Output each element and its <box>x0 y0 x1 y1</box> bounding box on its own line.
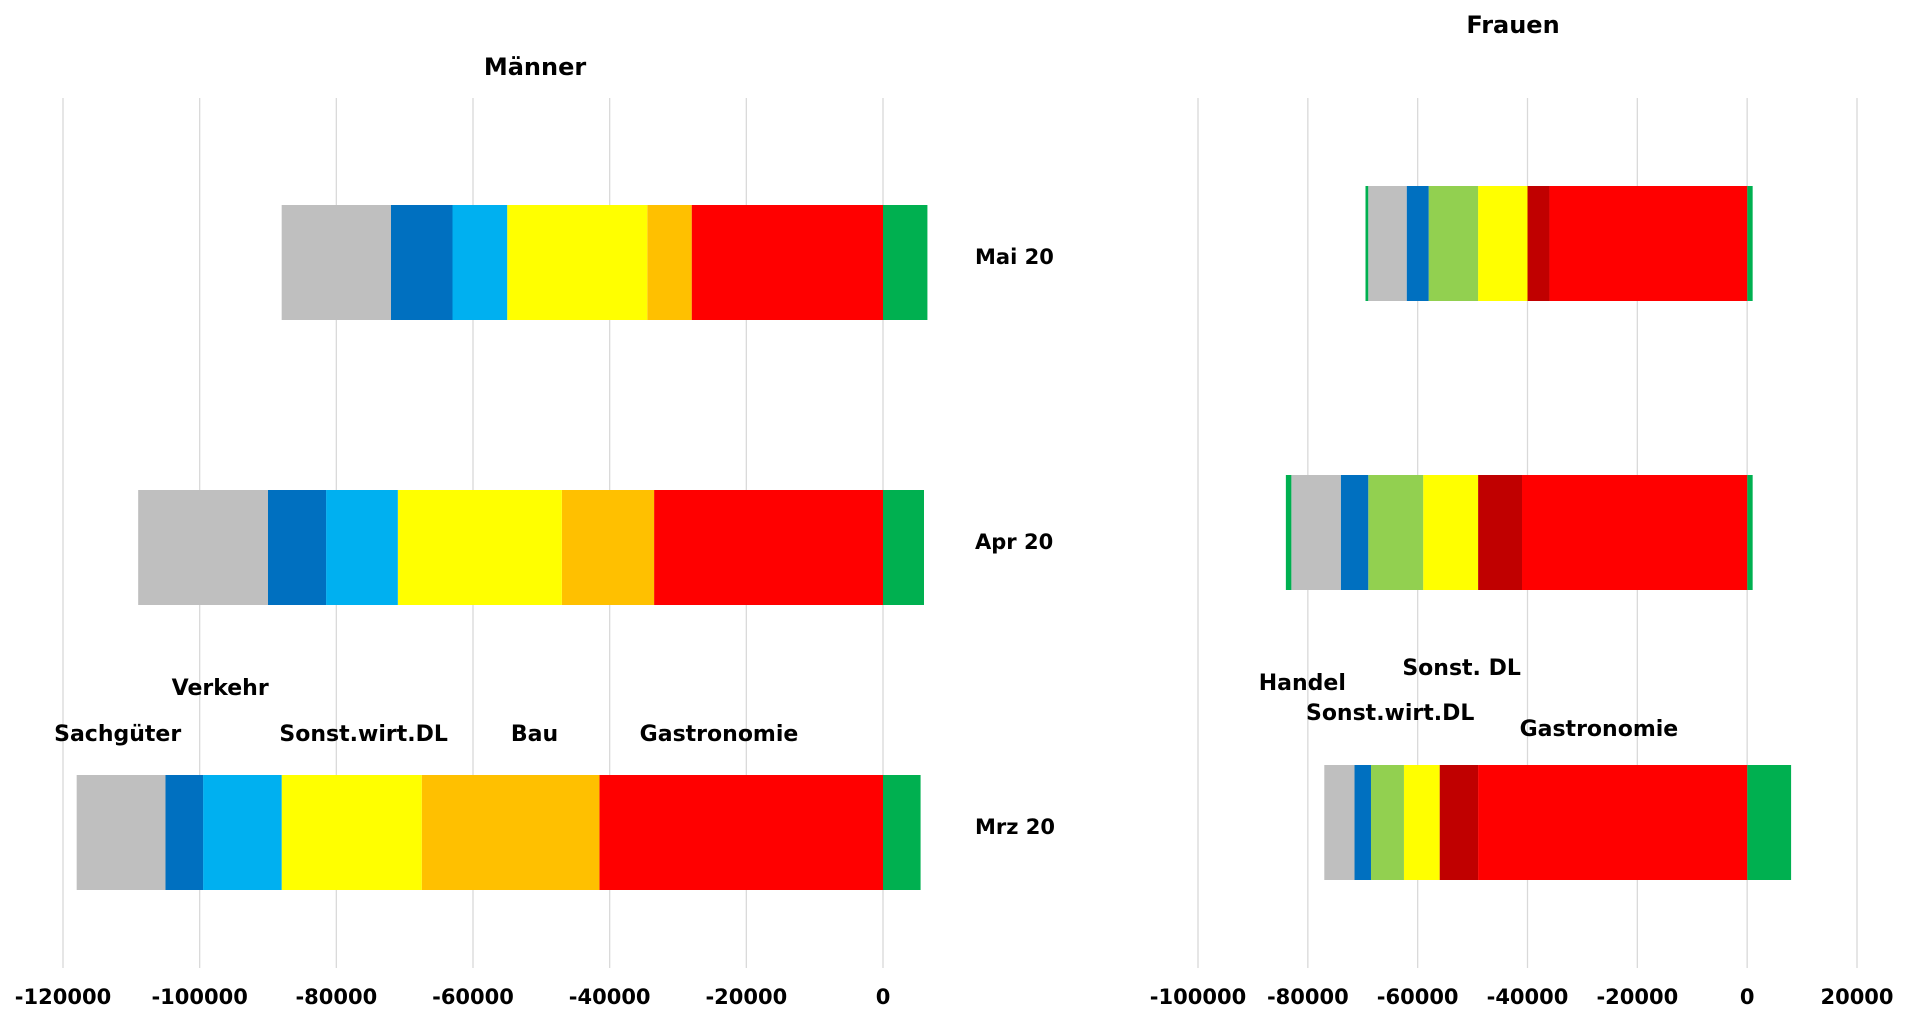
frauen-annotation-label: Sonst.wirt.DL <box>1306 701 1474 726</box>
frauen-bar-segment <box>1354 765 1371 880</box>
maenner-bar-segment <box>647 205 692 320</box>
frauen-bar-segment <box>1747 475 1753 590</box>
maenner-bar-segment <box>883 205 928 320</box>
maenner-bar-segment <box>76 775 166 890</box>
frauen-bar-segment <box>1747 765 1792 880</box>
maenner-bar-segment <box>561 490 655 605</box>
maenner-category-label: Mai 20 <box>975 245 1054 269</box>
maenner-bar-segment <box>421 775 600 890</box>
frauen-bar-segment <box>1285 475 1292 590</box>
maenner-bar-segment <box>281 205 391 320</box>
frauen-annotation-label: Gastronomie <box>1520 717 1679 742</box>
frauen-x-tick-label: -20000 <box>1596 985 1678 1009</box>
maenner-bar-segment <box>397 490 562 605</box>
frauen-x-tick-label: -100000 <box>1150 985 1246 1009</box>
maenner-x-tick-label: -60000 <box>432 985 514 1009</box>
frauen-annotation-label: Sonst. DL <box>1402 656 1521 681</box>
frauen-bar-segment <box>1527 186 1550 301</box>
maenner-annotation-label: Verkehr <box>172 676 269 701</box>
frauen-bar-segment <box>1747 186 1753 301</box>
maenner-bar-segment <box>452 205 508 320</box>
maenner-bar-segment <box>281 775 422 890</box>
maenner-x-tick-label: -80000 <box>295 985 377 1009</box>
maenner-bar-segment <box>391 205 453 320</box>
frauen-bar-segment <box>1522 475 1748 590</box>
frauen-x-tick-label: 20000 <box>1820 985 1893 1009</box>
maenner-category-label: Apr 20 <box>975 530 1053 554</box>
frauen-x-tick-label: -80000 <box>1267 985 1349 1009</box>
frauen-bar-segment <box>1324 765 1355 880</box>
frauen-annotation-label: Handel <box>1259 671 1346 696</box>
maenner-x-tick-label: -120000 <box>15 985 111 1009</box>
maenner-bar-segment <box>138 490 268 605</box>
maenner-annotation-label: Bau <box>511 722 558 747</box>
maenner-bar-segment <box>654 490 883 605</box>
maenner-chart-title: Männer <box>484 53 587 81</box>
maenner-bar-segment <box>883 490 924 605</box>
maenner-category-label: Mrz 20 <box>975 815 1055 839</box>
maenner-x-tick-label: -20000 <box>705 985 787 1009</box>
maenner-bar-segment <box>883 775 921 890</box>
frauen-bar-segment <box>1403 765 1440 880</box>
maenner-bar-segment <box>165 775 204 890</box>
frauen-x-tick-label: -40000 <box>1487 985 1569 1009</box>
frauen-bar-segment <box>1291 475 1341 590</box>
frauen-bar-segment <box>1439 765 1479 880</box>
maenner-x-tick-label: -100000 <box>151 985 247 1009</box>
frauen-bar-segment <box>1478 186 1528 301</box>
frauen-x-tick-label: -60000 <box>1377 985 1459 1009</box>
maenner-bar-segment <box>203 775 282 890</box>
maenner-bar-segment <box>326 490 398 605</box>
frauen-bar-segment <box>1368 186 1407 301</box>
frauen-x-tick-label: 0 <box>1740 985 1755 1009</box>
frauen-bar-segment <box>1478 475 1523 590</box>
frauen-bar-segment <box>1423 475 1479 590</box>
maenner-annotation-label: Sachgüter <box>54 722 181 747</box>
maenner-bar-segment <box>268 490 327 605</box>
frauen-bar-segment <box>1478 765 1748 880</box>
maenner-x-tick-label: -40000 <box>569 985 651 1009</box>
maenner-x-tick-label: 0 <box>876 985 891 1009</box>
maenner-bar-segment <box>507 205 648 320</box>
maenner-bar-segment <box>599 775 883 890</box>
frauen-bar-segment <box>1406 186 1429 301</box>
frauen-bar-segment <box>1368 475 1424 590</box>
maenner-bar-segment <box>691 205 883 320</box>
frauen-bar-segment <box>1365 186 1369 301</box>
frauen-bar-segment <box>1340 475 1369 590</box>
frauen-bar-segment <box>1549 186 1748 301</box>
frauen-bar-segment <box>1370 765 1404 880</box>
maenner-annotation-label: Sonst.wirt.DL <box>279 722 447 747</box>
maenner-annotation-label: Gastronomie <box>640 722 799 747</box>
frauen-chart-title: Frauen <box>1466 11 1559 39</box>
frauen-bar-segment <box>1428 186 1479 301</box>
